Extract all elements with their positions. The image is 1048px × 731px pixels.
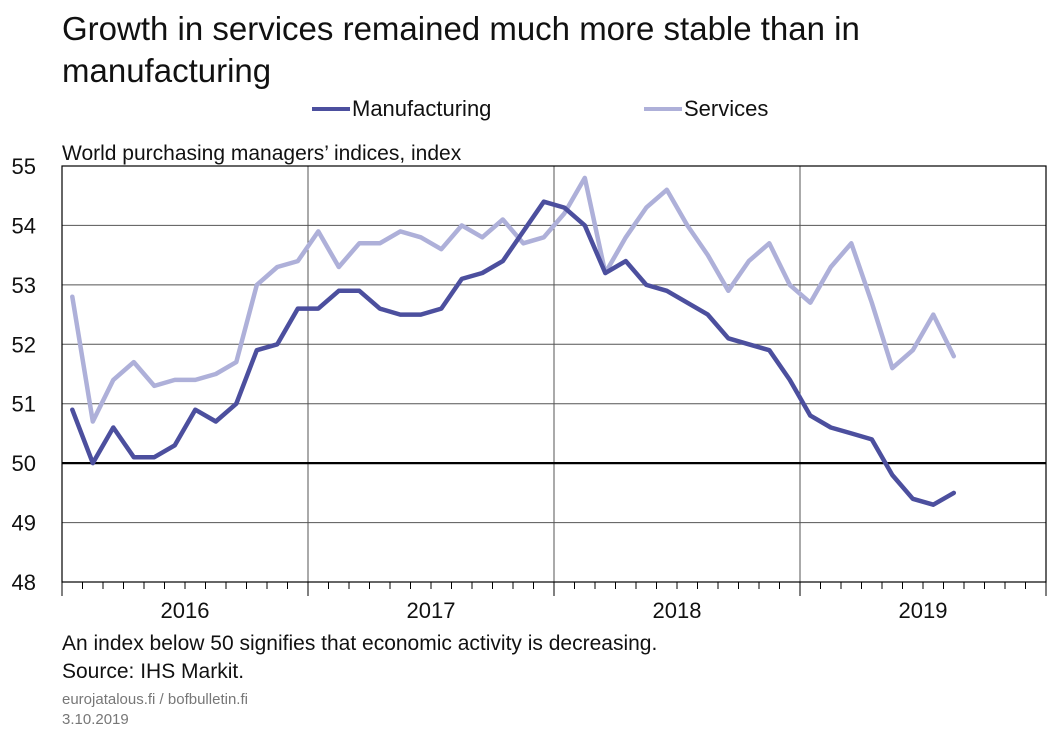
x-tick-label-2017: 2017 [407, 598, 456, 623]
y-tick-label-52: 52 [12, 332, 36, 357]
y-axis-label: World purchasing managers’ indices, inde… [62, 142, 462, 165]
y-tick-label-48: 48 [12, 570, 36, 595]
legend: Manufacturing Services [0, 94, 1048, 124]
y-tick-label-50: 50 [12, 451, 36, 476]
series-line-services [70, 175, 957, 424]
footnote: An index below 50 signifies that economi… [62, 632, 658, 655]
x-tick-label-2019: 2019 [899, 598, 948, 623]
credit-date: 3.10.2019 [62, 711, 129, 728]
y-tick-label-54: 54 [12, 213, 36, 238]
legend-item-services: Services [644, 94, 768, 124]
chart-title: Growth in services remained much more st… [62, 10, 860, 89]
legend-swatch-manufacturing [312, 107, 350, 111]
y-tick-label-53: 53 [12, 273, 36, 298]
y-tick-label-49: 49 [12, 511, 36, 536]
legend-label-services: Services [684, 96, 769, 121]
legend-label-manufacturing: Manufacturing [352, 96, 492, 121]
legend-item-manufacturing: Manufacturing [312, 94, 491, 124]
credit-site: eurojatalous.fi / bofbulletin.fi [62, 691, 248, 708]
legend-swatch-services [644, 107, 682, 111]
x-tick-label-2018: 2018 [653, 598, 702, 623]
series-line-manufacturing [70, 199, 957, 507]
y-tick-label-55: 55 [12, 154, 36, 179]
x-tick-label-2016: 2016 [161, 598, 210, 623]
source-note: Source: IHS Markit. [62, 660, 245, 683]
y-tick-label-51: 51 [12, 392, 36, 417]
plot-frame [61, 165, 1047, 583]
